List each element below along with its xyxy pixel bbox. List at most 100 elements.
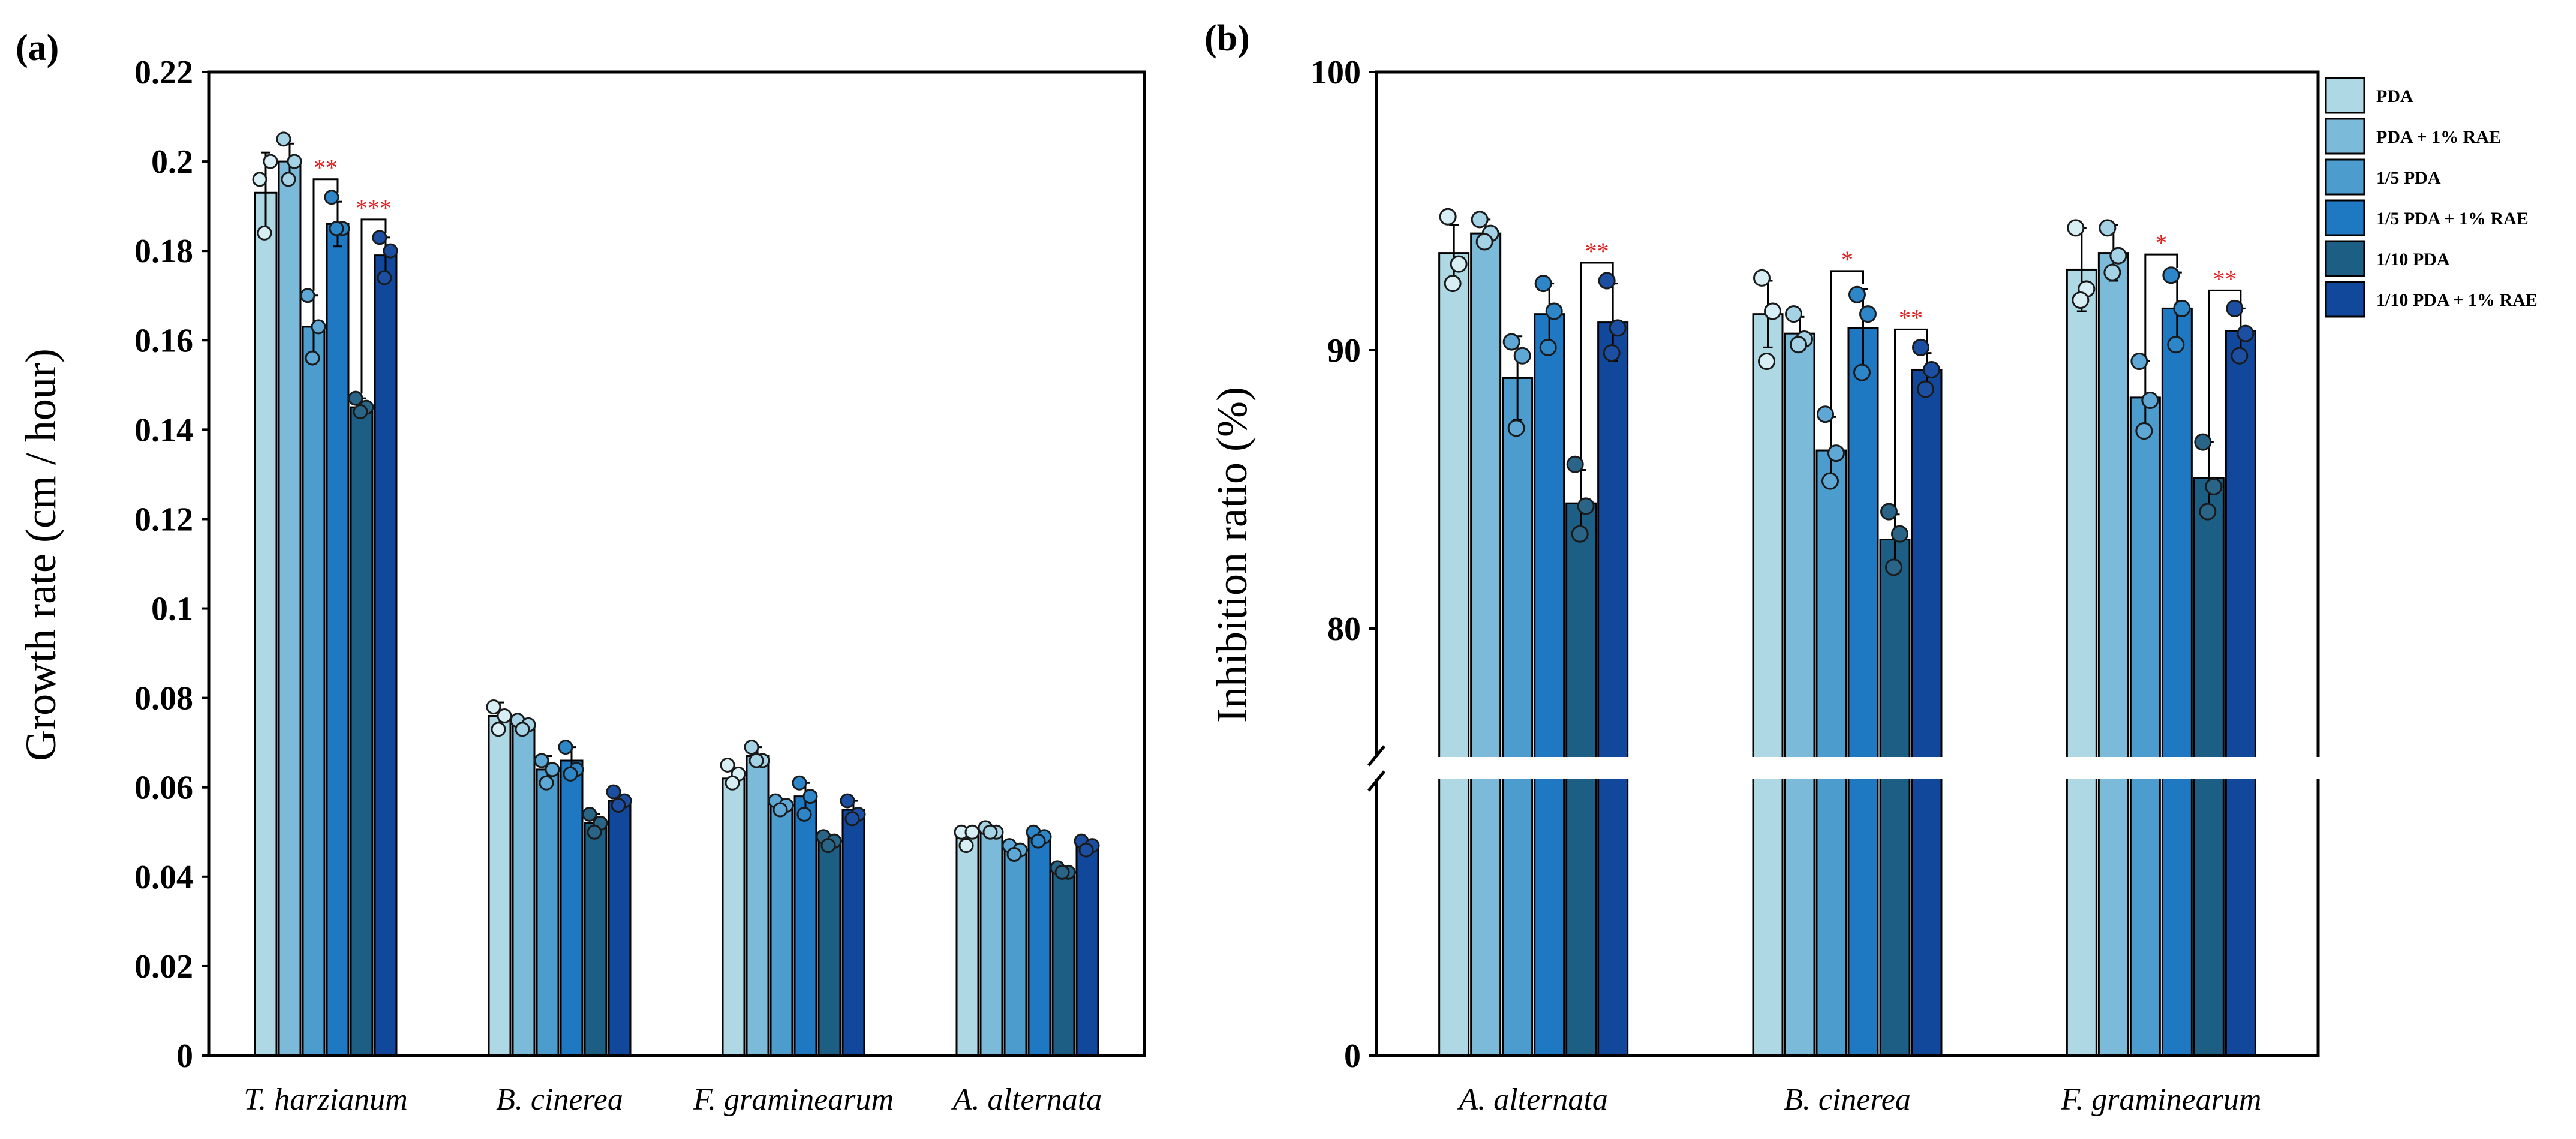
data-point (1507, 419, 1525, 437)
data-point (1891, 525, 1908, 543)
data-point (287, 154, 302, 169)
bar (1027, 836, 1051, 1057)
legend-entry-label: 1/5 PDA (2376, 168, 2441, 188)
data-point (2226, 299, 2244, 317)
significance-label: * (1841, 246, 1853, 273)
legend-entry-label: PDA (2376, 86, 2413, 106)
bar (488, 714, 512, 1057)
axis-break-gap (1373, 757, 2321, 779)
data-point (1475, 233, 1493, 251)
data-point (1817, 405, 1834, 423)
panel-a-bars (252, 131, 1100, 1057)
data-point (1917, 380, 1934, 398)
data-point (486, 699, 501, 715)
significance-bracket (2144, 253, 2178, 357)
data-point (276, 131, 291, 147)
panel-a-plot-frame (207, 70, 1146, 1057)
bar (722, 777, 746, 1057)
bar (1502, 377, 1534, 1057)
data-point (257, 225, 272, 241)
data-point (252, 172, 267, 187)
y-tick-label: 0.04 (134, 859, 193, 896)
data-point (1439, 208, 1457, 226)
bar (350, 406, 374, 1057)
x-category-label: F. graminearum (693, 1083, 894, 1117)
bar (1438, 252, 1470, 1057)
panel-a-y-ticks: 0 0.02 0.04 0.06 0.08 0.1 0.12 0.14 0.16 0.18 0.2 0… (134, 54, 209, 1075)
bar (374, 254, 398, 1057)
data-point (749, 753, 764, 768)
data-point (324, 190, 339, 205)
data-point (1539, 338, 1557, 356)
data-point (1758, 353, 1775, 371)
data-point (1513, 347, 1531, 365)
data-point (372, 230, 387, 245)
data-point (844, 811, 860, 827)
data-point (311, 319, 326, 335)
axis-break-mark-lower (1367, 770, 1385, 792)
panel-b-y-axis-label: Inhibition ratio (%) (1208, 387, 1256, 723)
y-tick-label: 0.22 (134, 54, 193, 91)
bar (1597, 321, 1629, 1057)
bar (1534, 313, 1565, 1057)
bar (770, 804, 793, 1057)
y-tick-label: 0.08 (134, 680, 193, 717)
data-point (964, 824, 980, 840)
bar (1879, 539, 1911, 1057)
bar (1847, 327, 1879, 1057)
bar (326, 223, 350, 1057)
y-tick-label: 90 (1327, 332, 1361, 369)
data-point (582, 806, 597, 822)
data-point (796, 806, 812, 822)
data-point (982, 824, 998, 840)
data-point (1566, 455, 1584, 473)
data-point (1502, 333, 1520, 351)
bar (2225, 330, 2256, 1057)
data-point (1885, 558, 1902, 576)
data-point (840, 793, 855, 809)
panel-a-y-axis-label: Growth rate (cm / hour) (17, 348, 65, 761)
data-point (744, 740, 759, 755)
data-point (491, 722, 506, 737)
data-point (1030, 833, 1046, 849)
bar (536, 768, 560, 1057)
data-point (802, 789, 818, 804)
bar (2066, 268, 2097, 1057)
bar (1752, 313, 1784, 1057)
bar (1075, 845, 1099, 1057)
bar (584, 822, 608, 1057)
legend-swatch (2325, 158, 2365, 196)
panel-a-category-labels: T. harzianum B. cinerea F. graminearum A. a… (244, 1083, 1102, 1117)
y-tick-label: 0 (176, 1038, 193, 1075)
bar (955, 836, 979, 1057)
data-point (2167, 336, 2185, 354)
data-point (545, 762, 560, 777)
data-point (1785, 305, 1802, 323)
data-point (2199, 503, 2217, 521)
data-point (2103, 263, 2121, 281)
significance-label: * (2155, 229, 2167, 256)
data-point (383, 243, 398, 259)
bar (841, 809, 865, 1057)
data-point (563, 766, 578, 782)
data-point (1054, 864, 1070, 880)
data-point (353, 404, 368, 420)
data-point (2205, 477, 2223, 495)
data-point (281, 172, 296, 187)
panel-b-legend: PDA PDA + 1% RAE 1/5 PDA 1/5 PDA + 1% RAE 1/… (2325, 77, 2538, 318)
y-tick-label: 0.1 (151, 591, 193, 628)
x-category-label: F. graminearum (2060, 1083, 2261, 1117)
y-tick-label: 80 (1327, 611, 1361, 648)
legend-swatch (2325, 77, 2365, 114)
data-point (534, 753, 549, 768)
data-point (1764, 302, 1781, 320)
x-category-label: B. cinerea (496, 1083, 623, 1117)
y-tick-label: 100 (1310, 54, 1361, 91)
bar (254, 191, 278, 1057)
bar (1470, 232, 1502, 1057)
data-point (300, 288, 315, 303)
significance-bracket (312, 178, 339, 291)
axis-break-mark-upper (1367, 745, 1385, 767)
legend-swatch (2325, 281, 2365, 318)
data-point (1790, 336, 1807, 354)
